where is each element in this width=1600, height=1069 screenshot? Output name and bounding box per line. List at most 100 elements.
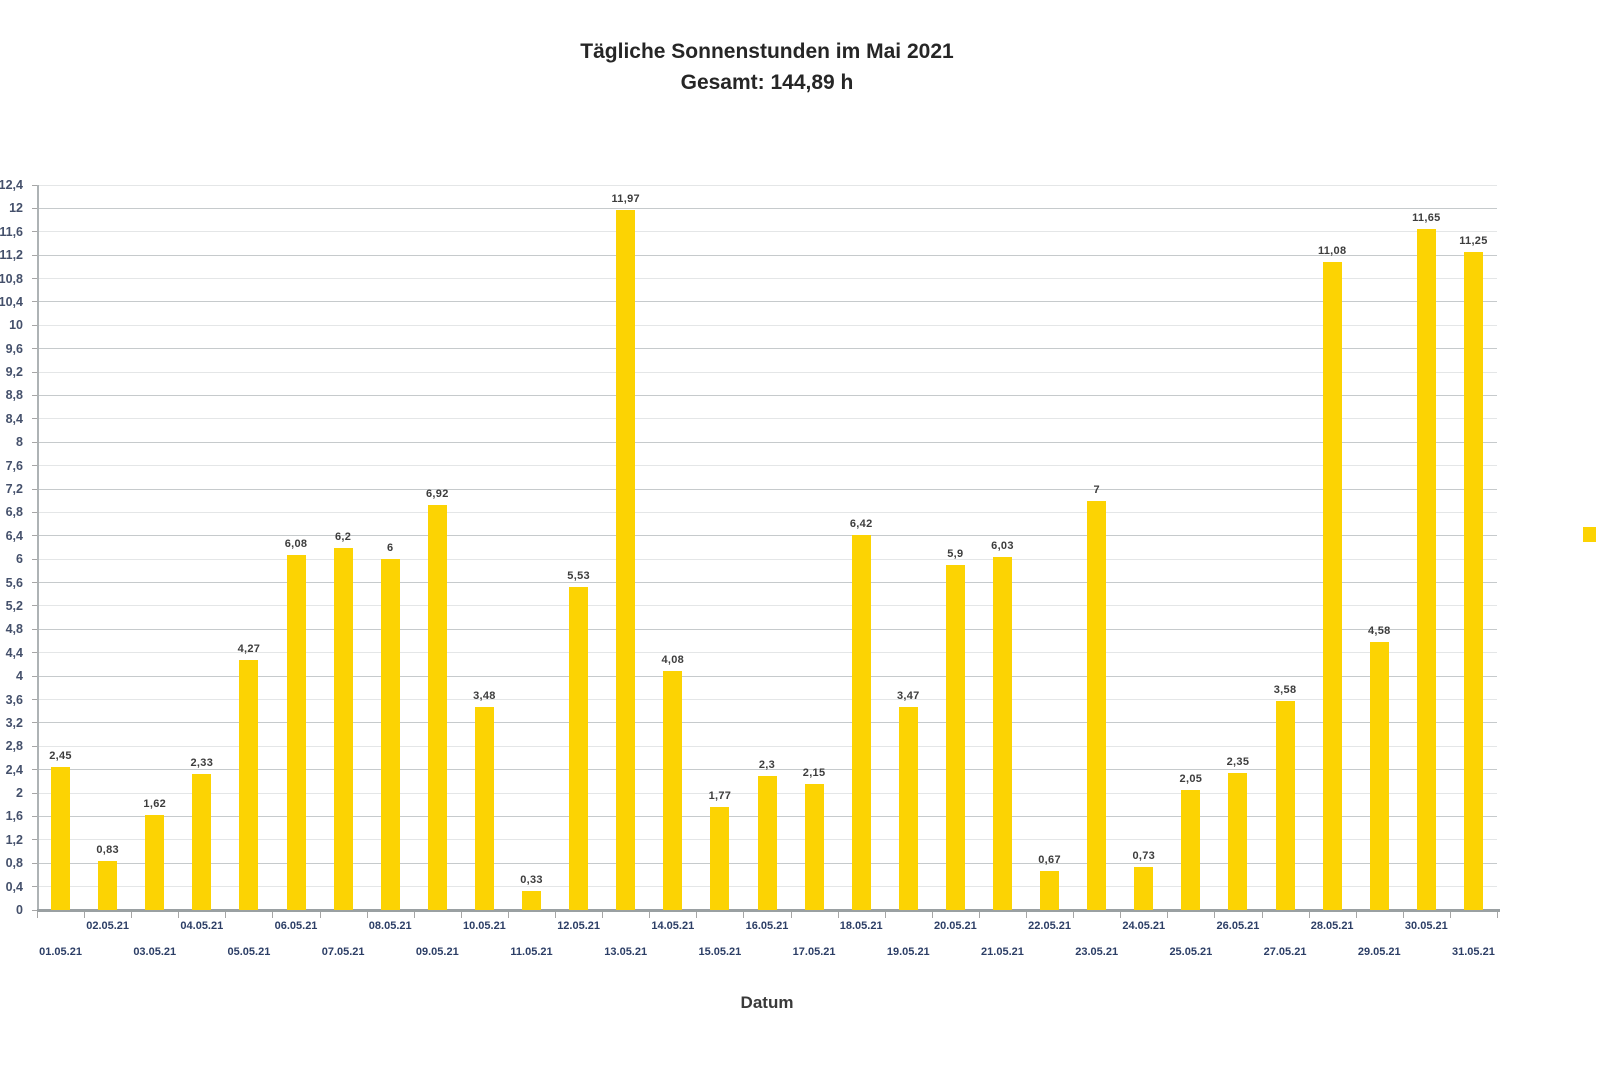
x-axis-tick bbox=[931, 912, 933, 918]
x-axis-tick-label: 23.05.21 bbox=[1075, 946, 1119, 958]
bar-value-label: 6,03 bbox=[991, 540, 1014, 553]
y-axis-tick-label: 10,8 bbox=[0, 271, 23, 286]
y-axis-tick bbox=[32, 722, 37, 724]
y-axis-tick bbox=[32, 652, 37, 654]
bar bbox=[286, 554, 306, 910]
y-axis-tick-label: 4 bbox=[16, 669, 23, 684]
gridline bbox=[37, 745, 1497, 747]
y-axis-tick-label: 2,8 bbox=[5, 739, 23, 754]
bar-value-label: 6,2 bbox=[335, 530, 352, 543]
bar bbox=[98, 861, 118, 910]
bar bbox=[1416, 228, 1436, 910]
x-axis-tick bbox=[131, 912, 133, 918]
gridline bbox=[37, 605, 1497, 607]
bar bbox=[239, 660, 259, 910]
bar-value-label: 4,58 bbox=[1367, 625, 1391, 638]
bar-value-label: 1,62 bbox=[143, 798, 167, 811]
x-axis-tick-label: 26.05.21 bbox=[1216, 920, 1260, 932]
y-axis-tick-label: 9,6 bbox=[5, 341, 23, 356]
bar-value-label: 2,15 bbox=[802, 767, 826, 780]
y-axis-tick bbox=[32, 348, 37, 350]
x-axis-tick bbox=[1167, 912, 1169, 918]
x-axis-tick bbox=[1355, 912, 1357, 918]
gridline bbox=[37, 511, 1497, 513]
y-axis-tick-label: 5,2 bbox=[5, 598, 23, 613]
legend-swatch-icon bbox=[1583, 527, 1596, 542]
y-axis-tick-label: 6 bbox=[16, 552, 23, 567]
x-axis-tick-label: 06.05.21 bbox=[274, 920, 318, 932]
x-axis-title: Datum bbox=[740, 993, 794, 1012]
y-axis-tick-label: 10,4 bbox=[0, 294, 23, 309]
gridline bbox=[37, 488, 1497, 490]
y-axis-tick bbox=[32, 909, 37, 911]
y-axis-tick bbox=[32, 254, 37, 256]
x-axis-tick-label: 19.05.21 bbox=[886, 946, 930, 958]
x-axis-tick bbox=[884, 912, 886, 918]
x-axis-tick-label: 07.05.21 bbox=[321, 946, 365, 958]
x-axis-tick bbox=[413, 912, 415, 918]
chart-title-block: Tägliche Sonnenstunden im Mai 2021 Gesam… bbox=[37, 36, 1497, 98]
bar bbox=[380, 559, 400, 910]
x-axis-tick bbox=[1026, 912, 1028, 918]
bar bbox=[569, 586, 589, 910]
bar-value-label: 11,65 bbox=[1412, 211, 1441, 224]
x-axis-tick-label: 25.05.21 bbox=[1169, 946, 1213, 958]
bar-value-label: 6 bbox=[387, 542, 394, 555]
gridline bbox=[37, 558, 1497, 560]
gridline bbox=[37, 628, 1497, 630]
bar-value-label: 2,3 bbox=[758, 758, 776, 771]
x-axis-tick bbox=[790, 912, 792, 918]
x-axis-tick-label: 03.05.21 bbox=[133, 946, 177, 958]
gridline bbox=[37, 371, 1497, 373]
y-axis-tick bbox=[32, 231, 37, 233]
gridline bbox=[37, 535, 1497, 537]
y-axis-tick-label: 1,6 bbox=[5, 809, 23, 824]
x-axis-tick-label: 10.05.21 bbox=[462, 920, 506, 932]
bar-value-label: 1,77 bbox=[708, 789, 732, 802]
bar-value-label: 2,05 bbox=[1179, 773, 1203, 786]
bar-value-label: 5,9 bbox=[947, 548, 964, 561]
y-axis-tick bbox=[32, 301, 37, 303]
y-axis-tick bbox=[32, 769, 37, 771]
x-axis-tick bbox=[649, 912, 651, 918]
x-axis-tick-label: 27.05.21 bbox=[1263, 946, 1307, 958]
gridline bbox=[37, 722, 1497, 724]
bar-value-label: 11,97 bbox=[611, 193, 640, 206]
y-axis-tick bbox=[32, 465, 37, 467]
y-axis-tick-label: 7,2 bbox=[5, 482, 23, 497]
x-axis-tick bbox=[978, 912, 980, 918]
bar bbox=[51, 766, 71, 910]
gridline bbox=[37, 301, 1497, 303]
y-axis-tick bbox=[32, 488, 37, 490]
bar bbox=[804, 784, 824, 910]
y-axis-tick-label: 6,8 bbox=[5, 505, 23, 520]
x-axis-tick-label: 05.05.21 bbox=[227, 946, 271, 958]
bar-value-label: 6,08 bbox=[284, 537, 308, 550]
x-axis-tick bbox=[1120, 912, 1122, 918]
x-axis-tick-label: 04.05.21 bbox=[180, 920, 224, 932]
x-axis-tick-label: 20.05.21 bbox=[933, 920, 977, 932]
x-axis-tick bbox=[602, 912, 604, 918]
x-axis-tick bbox=[460, 912, 462, 918]
gridline bbox=[37, 652, 1497, 654]
x-axis-tick-label: 12.05.21 bbox=[557, 920, 601, 932]
bar-value-label: 4,08 bbox=[661, 654, 685, 667]
y-axis-tick bbox=[32, 582, 37, 584]
gridline bbox=[37, 582, 1497, 584]
bar bbox=[663, 671, 683, 910]
y-axis-tick bbox=[32, 324, 37, 326]
bar bbox=[851, 534, 871, 910]
bar bbox=[710, 806, 730, 910]
x-axis-tick bbox=[555, 912, 557, 918]
y-axis-tick-label: 3,6 bbox=[5, 692, 23, 707]
bar bbox=[992, 557, 1012, 910]
x-axis-tick bbox=[837, 912, 839, 918]
bar-value-label: 3,48 bbox=[473, 689, 496, 702]
gridline bbox=[37, 184, 1497, 186]
x-axis-tick bbox=[178, 912, 180, 918]
bar bbox=[474, 706, 494, 910]
y-axis-tick-label: 7,6 bbox=[5, 458, 23, 473]
bar-value-label: 3,47 bbox=[896, 690, 920, 703]
bar-value-label: 2,45 bbox=[49, 749, 72, 762]
